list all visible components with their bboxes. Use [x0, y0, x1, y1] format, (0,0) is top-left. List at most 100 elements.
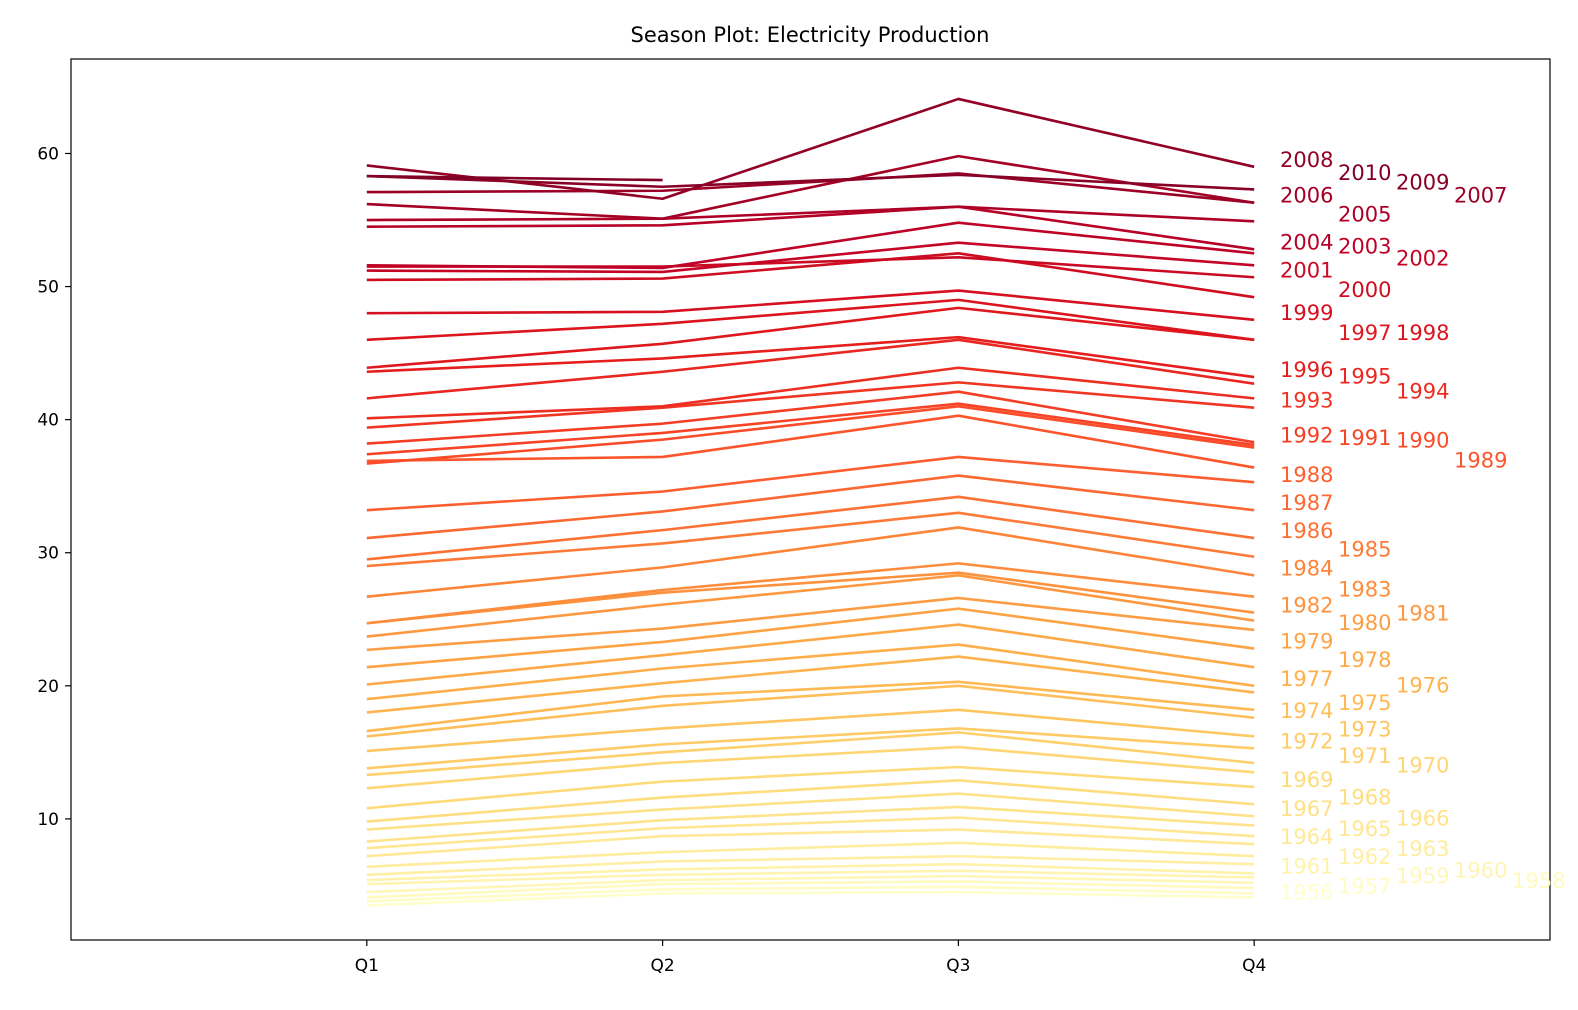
series-line-1975: [366, 680, 1255, 733]
year-label-1991: 1991: [1338, 426, 1391, 450]
year-label-1958: 1958: [1512, 869, 1565, 893]
series-line-2007: [366, 172, 1255, 205]
year-label-1966: 1966: [1396, 807, 1449, 831]
series-line-1961: [366, 862, 1255, 882]
year-label-1974: 1974: [1280, 699, 1333, 723]
series-line-1962: [366, 854, 1255, 877]
year-label-1956: 1956: [1280, 880, 1333, 904]
year-label-2003: 2003: [1338, 234, 1391, 258]
year-label-2002: 2002: [1396, 246, 1449, 270]
year-label-1986: 1986: [1280, 519, 1333, 543]
y-tick-label: 60: [37, 144, 59, 164]
series-line-1996: [366, 335, 1255, 379]
series-line-1985: [366, 511, 1255, 568]
series-line-1971: [366, 731, 1255, 777]
year-label-1973: 1973: [1338, 717, 1391, 741]
series-line-1963: [366, 841, 1255, 869]
year-label-1960: 1960: [1454, 858, 1507, 882]
year-label-1983: 1983: [1338, 578, 1391, 602]
series-line-1973: [366, 708, 1255, 753]
year-label-1968: 1968: [1338, 785, 1391, 809]
series-line-1966: [366, 805, 1255, 843]
y-tick-label: 40: [37, 411, 59, 431]
x-tick-label: Q3: [946, 956, 970, 976]
series-line-1967: [366, 792, 1255, 831]
y-tick-label: 30: [37, 544, 59, 564]
year-label-2006: 2006: [1280, 184, 1333, 208]
year-label-1963: 1963: [1396, 837, 1449, 861]
year-label-1972: 1972: [1280, 729, 1333, 753]
series-line-2010: [366, 174, 663, 182]
series-line-2005: [366, 205, 1255, 223]
year-label-2008: 2008: [1280, 148, 1333, 172]
series-line-1960: [366, 869, 1255, 886]
year-label-1975: 1975: [1338, 691, 1391, 715]
series-line-1969: [366, 765, 1255, 810]
series-line-1995: [366, 338, 1255, 400]
series-line-1977: [366, 643, 1255, 701]
series-line-2006: [366, 154, 1255, 220]
year-label-1980: 1980: [1338, 611, 1391, 635]
x-axis: Q1 Q2 Q3 Q4: [355, 940, 1266, 976]
series-line-1959: [366, 874, 1255, 894]
year-label-1981: 1981: [1396, 602, 1449, 626]
series-line-1992: [366, 390, 1255, 445]
y-axis: 10 20 30 40 50 60: [37, 144, 71, 830]
year-label-1962: 1962: [1338, 845, 1391, 869]
year-label-2005: 2005: [1338, 202, 1391, 226]
year-label-1961: 1961: [1280, 854, 1333, 878]
year-label-1996: 1996: [1280, 358, 1333, 382]
series-line-1981: [366, 574, 1255, 638]
year-label-1959: 1959: [1396, 864, 1449, 888]
series-line-1989: [366, 414, 1255, 469]
series-line-1997: [366, 306, 1255, 370]
chart-title: Season Plot: Electricity Production: [631, 23, 990, 47]
series-line-1956: [366, 890, 1255, 907]
year-label-1999: 1999: [1280, 301, 1333, 325]
year-label-1977: 1977: [1280, 667, 1333, 691]
y-tick-label: 50: [37, 278, 59, 298]
year-label-1971: 1971: [1338, 744, 1391, 768]
year-label-1989: 1989: [1454, 449, 1507, 473]
year-label-1993: 1993: [1280, 389, 1333, 413]
series-line-1980: [366, 596, 1255, 652]
series-line-1964: [366, 828, 1255, 858]
series-line-1994: [366, 366, 1255, 420]
series-line-1957: [366, 885, 1255, 903]
x-tick-label: Q4: [1242, 956, 1266, 976]
year-label-1984: 1984: [1280, 556, 1333, 580]
year-label-1964: 1964: [1280, 825, 1333, 849]
series-line-1970: [366, 745, 1255, 790]
x-tick-label: Q1: [355, 956, 379, 976]
series-line-1988: [366, 455, 1255, 512]
year-label-1978: 1978: [1338, 648, 1391, 672]
series-line-1991: [366, 402, 1255, 456]
year-label-1997: 1997: [1338, 321, 1391, 345]
year-label-1976: 1976: [1396, 673, 1449, 697]
year-label-1998: 1998: [1396, 321, 1449, 345]
series-line-2003: [366, 221, 1255, 270]
year-label-1988: 1988: [1280, 463, 1333, 487]
series-line-1998: [366, 298, 1255, 342]
series-line-2009: [366, 173, 1255, 191]
series-line-1979: [366, 607, 1255, 669]
series-line-1984: [366, 526, 1255, 598]
year-label-1992: 1992: [1280, 423, 1333, 447]
series-line-1965: [366, 816, 1255, 850]
series-line-1983: [366, 562, 1255, 625]
series-line-1990: [366, 405, 1255, 465]
series-line-2004: [366, 205, 1255, 251]
year-label-1965: 1965: [1338, 817, 1391, 841]
series-line-1968: [366, 779, 1255, 823]
year-label-1979: 1979: [1280, 630, 1333, 654]
series-line-1982: [366, 571, 1255, 625]
year-label-1967: 1967: [1280, 797, 1333, 821]
y-tick-label: 10: [37, 810, 59, 830]
year-label-2009: 2009: [1396, 170, 1449, 194]
y-tick-label: 20: [37, 677, 59, 697]
year-label-1970: 1970: [1396, 753, 1449, 777]
year-label-1969: 1969: [1280, 768, 1333, 792]
series-line-2002: [366, 241, 1255, 274]
series-line-1999: [366, 289, 1255, 322]
